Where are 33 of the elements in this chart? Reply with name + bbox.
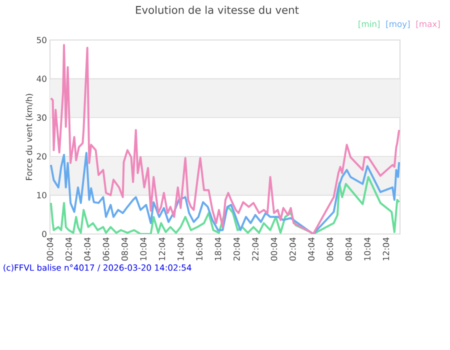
text: [moy] <box>386 20 410 29</box>
y-tick-label: 40 <box>36 76 46 82</box>
x-tick-label: 12:04 <box>382 238 390 260</box>
text: [max] <box>416 20 440 28</box>
y-tick-label: 20 <box>36 153 46 160</box>
x-tick-label: 16:04 <box>196 238 203 260</box>
x-tick-label: 06:04 <box>326 238 334 261</box>
text: [min] <box>358 20 380 28</box>
line-series <box>50 152 400 234</box>
y-tick-label: 50 <box>36 36 46 44</box>
x-tick-label: 18:04 <box>214 238 222 260</box>
chart-title: Evolution de la vitesse du vent <box>136 6 299 14</box>
line-series <box>50 176 400 234</box>
x-tick-label: 12:04 <box>158 238 166 260</box>
y-tick-label: 30 <box>36 114 46 121</box>
x-tick-label: 14:04 <box>178 238 184 260</box>
x-tick-label: 10:04 <box>364 238 371 260</box>
x-tick-label: 20:04 <box>234 238 240 261</box>
x-tick-label: 22:04 <box>252 238 259 261</box>
x-tick-label: 08:04 <box>346 238 352 261</box>
x-tick-label: 08:04 <box>122 238 128 261</box>
x-tick-label: 04:04 <box>308 238 315 261</box>
text: (c)FFVL balise n°4017 / 2026-03-20 14:02:54 <box>4 264 192 272</box>
x-tick-label: 02:04 <box>290 238 296 261</box>
x-tick-label: 04:04 <box>84 238 91 261</box>
x-tick-label: 00:04 <box>270 238 278 261</box>
x-tick-label: 00:04 <box>46 238 54 261</box>
y-tick-label: 10 <box>37 192 46 198</box>
x-tick-label: 10:04 <box>140 238 147 260</box>
y-tick-label: 0 <box>42 230 46 238</box>
y-axis-title: Force du vent (km/h) <box>26 94 34 180</box>
x-tick-label: 02:04 <box>66 238 72 261</box>
x-tick-label: 06:04 <box>102 238 110 261</box>
